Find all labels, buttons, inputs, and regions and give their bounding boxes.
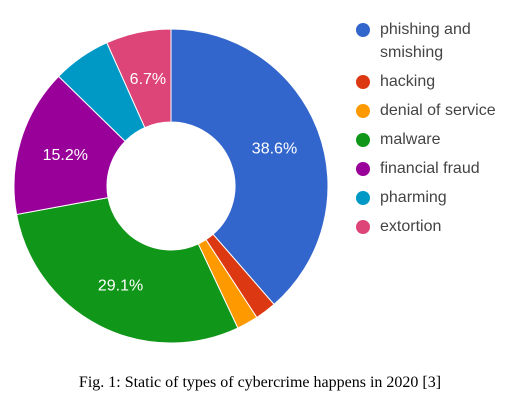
legend-label: financial fraud	[380, 160, 480, 177]
data-label-extortion: 6.7%	[130, 71, 166, 88]
legend-swatch	[356, 162, 370, 176]
legend-item: extortion	[356, 215, 518, 238]
legend-item: phishing and smishing	[356, 18, 518, 64]
legend-label: phishing and smishing	[380, 21, 471, 61]
data-label-financial-fraud: 15.2%	[43, 147, 88, 164]
legend-swatch	[356, 23, 370, 37]
legend-item: malware	[356, 128, 518, 151]
slice-extortion	[106, 28, 172, 129]
data-label-phishing-and-smishing: 38.6%	[252, 140, 297, 157]
figure-caption: Fig. 1: Static of types of cybercrime ha…	[78, 374, 442, 391]
legend-label: denial of service	[380, 102, 496, 119]
slice-malware	[16, 197, 239, 344]
legend-swatch	[356, 133, 370, 147]
slice-financial-fraud	[13, 75, 126, 216]
legend-label: extortion	[380, 218, 442, 235]
legend-swatch	[356, 104, 370, 118]
legend-label: malware	[380, 131, 441, 148]
legend-item: pharming	[356, 186, 518, 209]
legend-item: denial of service	[356, 99, 518, 122]
data-label-malware: 29.1%	[98, 277, 143, 294]
legend-swatch	[356, 220, 370, 234]
legend-swatch	[356, 191, 370, 205]
legend-item: financial fraud	[356, 157, 518, 180]
legend-swatch	[356, 75, 370, 89]
legend-label: hacking	[380, 73, 436, 90]
slice-phishing-and-smishing	[170, 28, 329, 306]
legend-item: hacking	[356, 70, 518, 93]
chart-legend: phishing and smishing hacking denial of se…	[356, 18, 518, 244]
legend-label: pharming	[380, 189, 447, 206]
